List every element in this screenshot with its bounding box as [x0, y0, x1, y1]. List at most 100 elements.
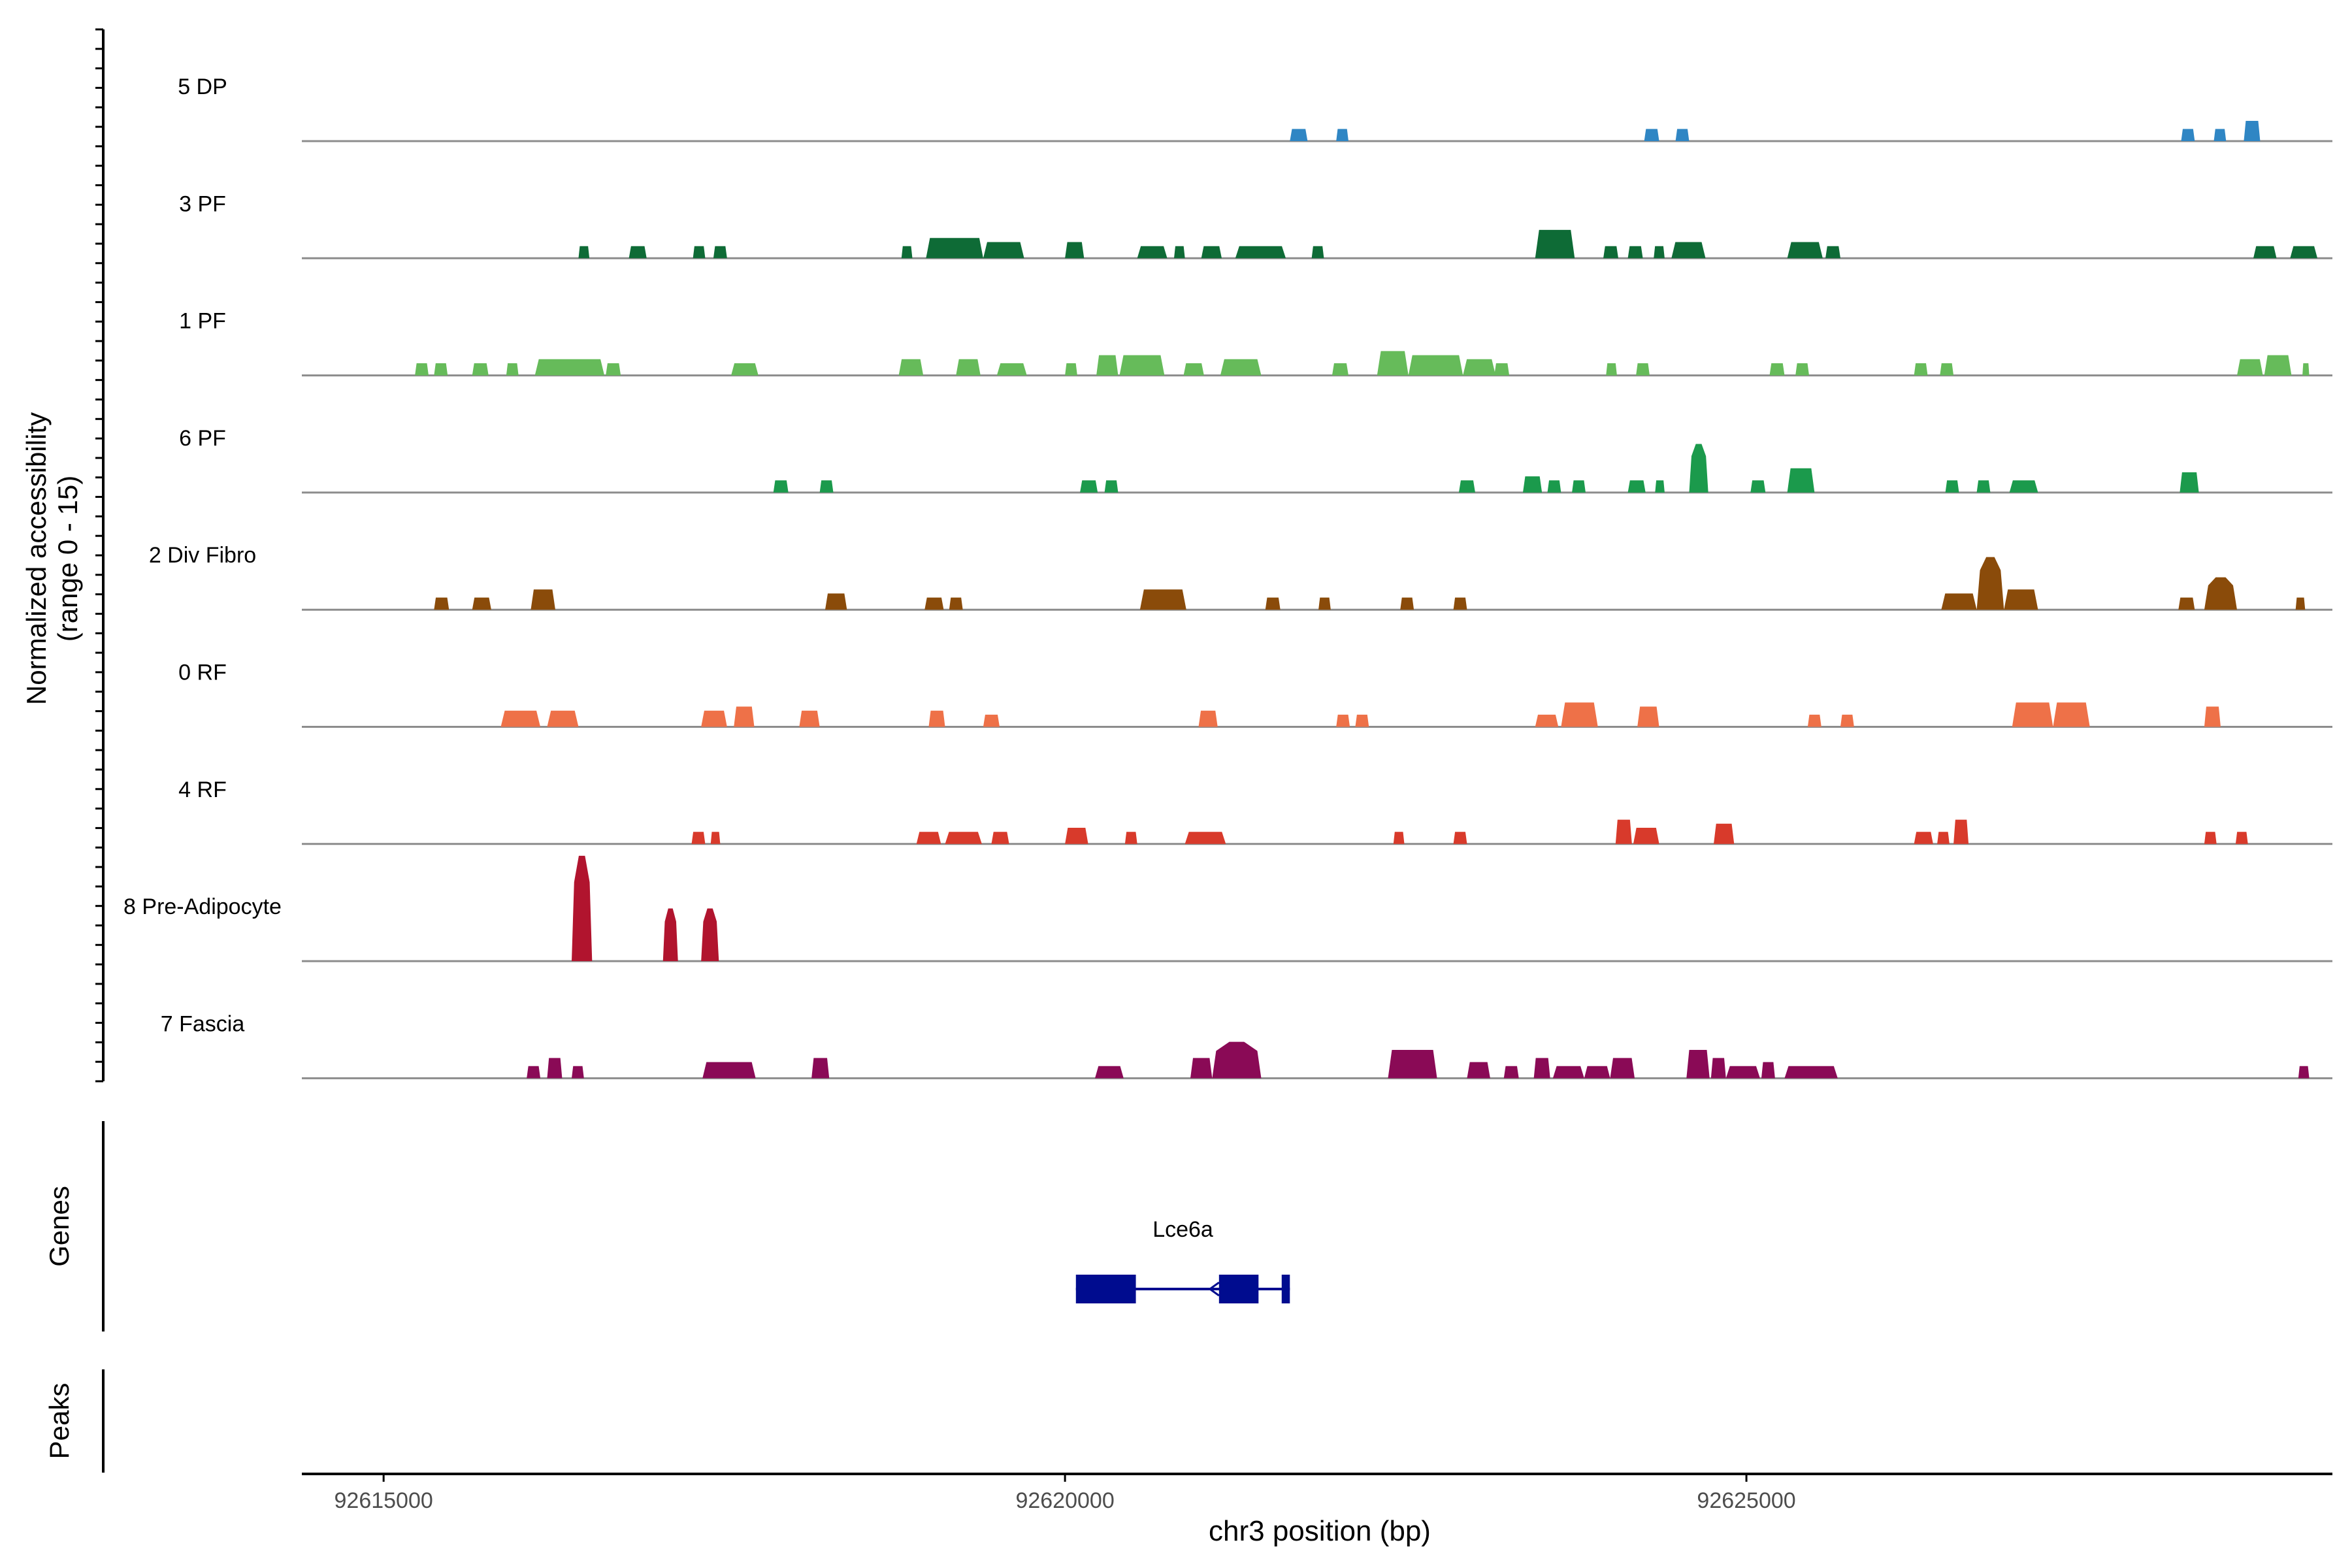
y-axis-label-range: (range 0 - 15) — [52, 476, 83, 642]
peak — [1787, 242, 1823, 259]
peak — [1467, 1062, 1490, 1079]
peak — [1784, 1066, 1838, 1079]
peak — [731, 363, 759, 376]
peak — [547, 710, 579, 727]
x-axis-label: chr3 position (bp) — [1209, 1515, 1431, 1547]
peak — [928, 710, 945, 727]
peak — [472, 363, 489, 376]
strand-arrow-icon — [1208, 1281, 1220, 1297]
peak — [1945, 480, 1959, 493]
peak — [1584, 1066, 1610, 1079]
peak — [1184, 832, 1226, 844]
peak — [1463, 359, 1496, 376]
peak — [1408, 355, 1463, 376]
gene-exon — [1075, 1275, 1136, 1303]
peak — [2253, 246, 2277, 259]
track-label: 0 RF — [178, 661, 227, 685]
peak — [1336, 714, 1350, 727]
peak — [1235, 246, 1286, 259]
peak — [1615, 819, 1632, 844]
peak — [2235, 832, 2248, 844]
track-label: 7 Fascia — [161, 1011, 245, 1036]
peak — [500, 710, 541, 727]
peak — [1458, 480, 1475, 493]
peak — [578, 246, 590, 259]
peak — [1311, 246, 1324, 259]
peak — [2204, 706, 2221, 727]
peak — [1561, 702, 1598, 727]
peak — [983, 714, 1000, 727]
peak — [1840, 714, 1854, 727]
track-0-rf: 0 RF — [178, 661, 2332, 728]
peak — [1190, 1058, 1213, 1079]
y-axis — [95, 28, 105, 1083]
peaks-panel: Peaks — [44, 1369, 105, 1473]
peak — [1750, 480, 1766, 493]
peak — [2204, 832, 2217, 844]
peak — [811, 1058, 830, 1079]
peak — [2180, 472, 2199, 493]
peak — [1976, 557, 2004, 610]
track-3-pf: 3 PF — [179, 191, 2332, 259]
peak — [819, 480, 834, 493]
peak — [1220, 359, 1262, 376]
track-label: 6 PF — [179, 426, 226, 451]
track-panel: 5 DP 3 PF 1 PF 6 PF 2 Div Fibro 0 RF 4 RF 8 Pre… — [123, 74, 2332, 1079]
peak — [1080, 480, 1098, 493]
peak — [799, 710, 820, 727]
peak — [1400, 597, 1414, 610]
peak — [2213, 129, 2227, 141]
peak — [926, 238, 983, 259]
peak — [691, 832, 706, 844]
peak — [1453, 597, 1467, 610]
peak — [956, 359, 981, 376]
peak — [1355, 714, 1369, 727]
peak — [2302, 363, 2310, 376]
peak — [1547, 480, 1561, 493]
peak — [1137, 246, 1168, 259]
peak — [1610, 1058, 1635, 1079]
track-7-fascia: 7 Fascia — [161, 1011, 2332, 1079]
track-label: 1 PF — [179, 309, 226, 334]
peak — [506, 363, 519, 376]
peak — [1065, 242, 1085, 259]
peak — [693, 246, 706, 259]
peak — [991, 832, 1009, 844]
peak — [924, 597, 944, 610]
peak — [2053, 702, 2090, 727]
peak — [1914, 832, 1933, 844]
peak — [1655, 480, 1665, 493]
peak — [1065, 363, 1077, 376]
peak — [2204, 577, 2237, 610]
peak — [1453, 832, 1467, 844]
track-label: 4 RF — [178, 777, 227, 802]
track-2-div-fibro: 2 Div Fibro — [149, 543, 2332, 611]
peak — [527, 1066, 541, 1079]
peak — [2236, 359, 2263, 376]
peak — [2290, 246, 2318, 259]
peak — [1976, 480, 1991, 493]
peak — [1173, 246, 1185, 259]
peak — [701, 908, 719, 962]
peak — [1606, 363, 1617, 376]
track-6-pf: 6 PF — [179, 426, 2332, 494]
peak — [1393, 832, 1405, 844]
peak — [1644, 129, 1659, 141]
peak — [702, 1062, 756, 1079]
peak — [1572, 480, 1586, 493]
peak — [949, 597, 963, 610]
peak — [710, 832, 721, 844]
peak — [1633, 828, 1659, 844]
peak — [2009, 480, 2038, 493]
peak — [1636, 363, 1650, 376]
peak — [2298, 1066, 2310, 1079]
peak — [1552, 1066, 1584, 1079]
peak — [1212, 1041, 1262, 1079]
peak — [1494, 363, 1510, 376]
peak — [1671, 242, 1706, 259]
peak — [534, 359, 605, 376]
peak — [945, 832, 982, 844]
peak — [1290, 129, 1308, 141]
peak — [1675, 129, 1690, 141]
